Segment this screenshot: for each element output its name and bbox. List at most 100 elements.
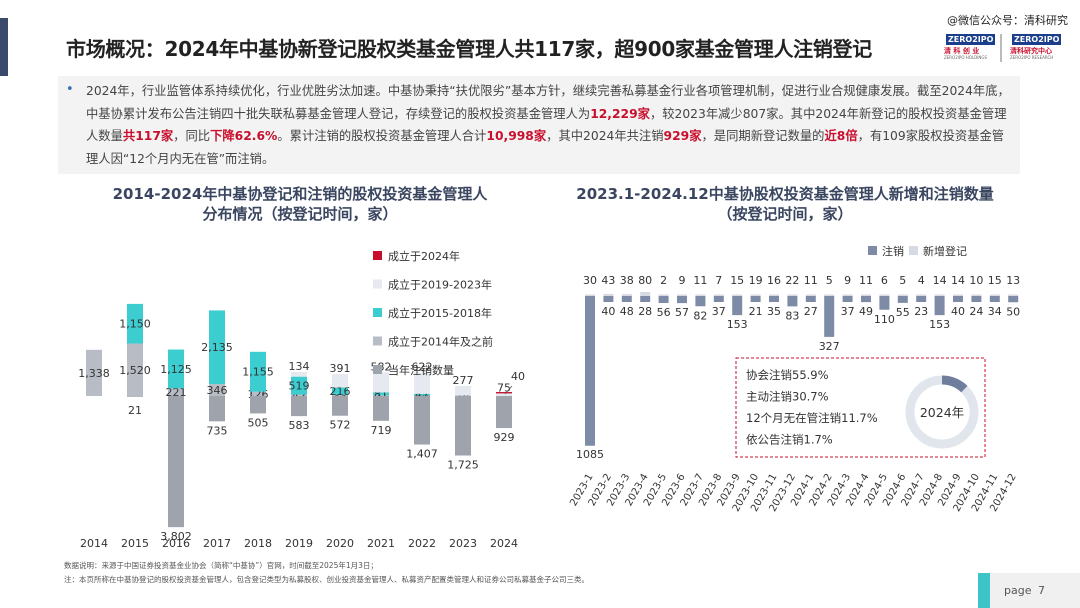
bar-cancel-2024-2 bbox=[824, 296, 835, 337]
logo-zero-text: ZERO2IPO bbox=[1012, 34, 1062, 45]
legend-label-1: 成立于2019-2023年 bbox=[388, 278, 492, 292]
x-tick-2018: 2018 bbox=[244, 537, 272, 550]
label-cancel-2023-2: 40 bbox=[601, 305, 615, 318]
label-cancel-2023-10: 21 bbox=[749, 305, 763, 318]
bar-cancel-2023-8 bbox=[713, 296, 724, 302]
label-new-2023-3: 38 bbox=[620, 274, 634, 287]
page-tag-accent bbox=[978, 573, 990, 608]
bar-new-2024-7 bbox=[916, 294, 927, 296]
x-tick-2014: 2014 bbox=[80, 537, 108, 550]
bar-y2019_2023-2023 bbox=[455, 385, 471, 396]
label-new-2024-1: 11 bbox=[804, 274, 818, 287]
footnote-line2: 注：本页所称在中基协登记的股权投资基金管理人，包含登记类型为私募股权、创业投资基… bbox=[64, 575, 589, 584]
bar-y2015_2018-2019 bbox=[291, 376, 307, 395]
x-tick-2021: 2021 bbox=[367, 537, 395, 550]
bar-cancel-2023-12 bbox=[787, 296, 798, 307]
label-new-2024-8: 14 bbox=[933, 274, 947, 287]
bar-before2014-2015 bbox=[127, 343, 143, 396]
label-y2015_2018-2019: 519 bbox=[289, 380, 310, 393]
bar-cancelled-2019 bbox=[291, 396, 307, 417]
bar-y2015_2018-2021 bbox=[373, 392, 389, 396]
label-new-2024-7: 4 bbox=[918, 274, 925, 287]
logo-divider bbox=[1000, 34, 1002, 62]
label-new-2023-1: 30 bbox=[583, 274, 597, 287]
legend-label-cancel: 注销 bbox=[882, 244, 904, 258]
label-cancel-2023-5: 56 bbox=[657, 306, 671, 319]
bar-cancel-2023-1 bbox=[585, 296, 595, 446]
bar-new-2024-3 bbox=[842, 294, 853, 296]
bar-cancel-2024-10 bbox=[971, 296, 982, 302]
bar-cancel-2024-1 bbox=[805, 296, 816, 302]
bar-new-2023-2 bbox=[603, 293, 614, 296]
donut-legend-2: 12个月无在管注销11.7% bbox=[746, 411, 878, 425]
label-cancelled-2018: 505 bbox=[248, 416, 269, 429]
bar-before2014-2017 bbox=[209, 384, 225, 396]
bar-cancel-2024-7 bbox=[916, 296, 927, 302]
page-number: 7 bbox=[1038, 584, 1045, 597]
bar-cancel-2023-11 bbox=[769, 296, 779, 302]
summary-segment: ，同比 bbox=[173, 129, 211, 143]
label-new-2024-11: 15 bbox=[988, 274, 1002, 287]
bar-cancel-2023-3 bbox=[621, 296, 632, 302]
bar-y2015_2018-2020 bbox=[332, 387, 348, 395]
bar-y2019_2023-2019 bbox=[291, 372, 307, 377]
bar-cancelled-2022 bbox=[414, 396, 430, 445]
logo-main-text: 清 科 创 业 bbox=[944, 47, 980, 55]
label-y2019_2023-2019: 134 bbox=[289, 360, 310, 373]
donut-arc-highlight bbox=[905, 375, 979, 449]
legend-label-2: 成立于2015-2018年 bbox=[388, 306, 492, 320]
bar-new-2023-3 bbox=[621, 294, 632, 296]
bar-new-2023-8 bbox=[713, 294, 724, 296]
bar-new-2023-10 bbox=[750, 294, 761, 296]
label-new-2024-3: 9 bbox=[844, 274, 851, 287]
bar-before2014-2022 bbox=[414, 395, 430, 396]
bar-before2014-2018 bbox=[250, 391, 266, 396]
x-tick-2015: 2015 bbox=[121, 537, 149, 550]
label-cancel-2023-7: 82 bbox=[693, 309, 707, 322]
page-label: page bbox=[1004, 584, 1032, 597]
label-new-2023-4: 80 bbox=[638, 274, 652, 287]
label-cancel-2024-3: 37 bbox=[841, 305, 855, 318]
label-y2015_2018-2015: 1,150 bbox=[119, 318, 151, 331]
bar-cancel-2023-7 bbox=[695, 296, 706, 307]
bar-cancel-2023-9 bbox=[732, 296, 743, 316]
label-cancelled-2021: 719 bbox=[371, 424, 392, 437]
bar-new-2024-11 bbox=[989, 294, 1000, 296]
summary-segment: ，是同期新登记数量的 bbox=[701, 129, 825, 143]
label-cancel-2024-11: 34 bbox=[988, 305, 1002, 318]
label-leader-line bbox=[504, 385, 513, 395]
watermark: @微信公众号：清科研究 bbox=[947, 14, 1068, 27]
donut-frame bbox=[735, 357, 986, 458]
bar-new-2024-5 bbox=[879, 294, 890, 296]
label-cancel-2023-9: 153 bbox=[727, 318, 748, 331]
zero2ipo-research-logo: ZERO2IPO 清科研究中心 ZERO2IPO RESEARCH bbox=[1008, 34, 1062, 64]
right-chart-title-line1: 2023.1-2024.12中基协股权投资基金管理人新增和注销数量 bbox=[576, 185, 994, 203]
bar-cancel-2024-3 bbox=[842, 296, 853, 302]
legend-swatch-0 bbox=[373, 251, 382, 260]
bar-cancel-2023-2 bbox=[603, 296, 614, 302]
bar-new-2024-4 bbox=[861, 294, 871, 296]
label-y2019_2023-2020: 391 bbox=[330, 362, 351, 375]
bar-cancelled-2018 bbox=[250, 396, 266, 414]
label-cancelled-2023: 1,725 bbox=[447, 459, 479, 472]
donut-legend-3: 依公告注销1.7% bbox=[746, 433, 833, 447]
label-cancel-2024-1: 27 bbox=[804, 305, 818, 318]
label-cancelled-2024: 929 bbox=[494, 431, 515, 444]
left-chart-title-line2: 分布情况（按登记时间，家） bbox=[202, 205, 398, 223]
label-cancel-2023-3: 48 bbox=[620, 305, 634, 318]
legend-swatch-cancel bbox=[868, 246, 877, 255]
bar-cancel-2023-6 bbox=[677, 296, 687, 304]
bar-cancel-2023-4 bbox=[640, 296, 651, 302]
label-cancelled-2019: 583 bbox=[289, 419, 310, 432]
legend-label-new: 新增登记 bbox=[923, 244, 967, 258]
bar-cancel-2023-5 bbox=[658, 296, 669, 303]
label-new-2023-11: 16 bbox=[767, 274, 781, 287]
bar-cancel-2024-12 bbox=[1008, 296, 1019, 303]
label-cancel-2023-12: 83 bbox=[785, 309, 799, 322]
label-cancel-2024-2: 327 bbox=[819, 340, 840, 353]
bar-new-2024-12 bbox=[1008, 294, 1019, 296]
label-cancel-2024-10: 24 bbox=[969, 305, 983, 318]
x-tick-2017: 2017 bbox=[203, 537, 231, 550]
bar-new-2024-9 bbox=[953, 294, 963, 296]
bar-before2014-2014 bbox=[86, 349, 102, 396]
